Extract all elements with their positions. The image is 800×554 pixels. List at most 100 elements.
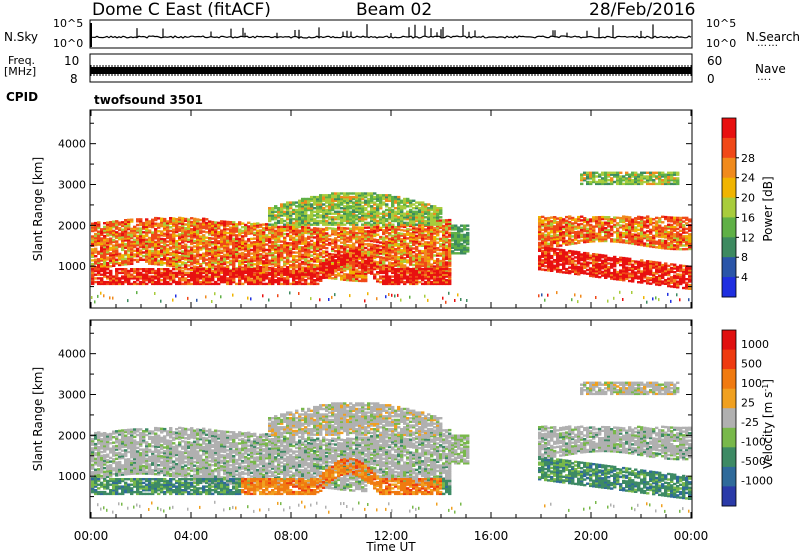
echo-cell: [412, 271, 416, 275]
echo-cell: [118, 268, 122, 271]
echo-cell: [433, 248, 437, 252]
echo-cell: [358, 219, 362, 223]
echo-cell: [274, 251, 278, 255]
echo-cell: [148, 220, 152, 223]
echo-cell: [370, 252, 374, 255]
echo-dot: [310, 297, 312, 301]
freq-label-2: [MHz]: [4, 65, 37, 78]
echo-cell: [343, 236, 347, 239]
echo-cell: [430, 265, 434, 268]
echo-cell: [109, 246, 113, 250]
echo-cell: [244, 268, 248, 271]
echo-cell: [295, 269, 299, 273]
echo-cell: [391, 247, 395, 250]
echo-cell: [280, 214, 284, 217]
echo-cell: [97, 223, 101, 226]
echo-cell: [235, 259, 239, 263]
echo-cell: [262, 251, 266, 254]
echo-cell: [226, 268, 230, 271]
echo-cell: [181, 237, 185, 240]
echo-cell: [184, 238, 188, 241]
echo-cell: [445, 265, 449, 268]
echo-cell: [226, 264, 230, 268]
echo-cell: [277, 210, 281, 213]
echo-cell: [139, 234, 143, 238]
echo-cell: [298, 201, 302, 204]
echo-cell: [244, 256, 248, 260]
echo-cell: [385, 214, 389, 217]
echo-cell: [550, 225, 554, 228]
echo-cell: [409, 212, 413, 215]
echo-cell: [340, 228, 344, 231]
echo-cell: [547, 233, 551, 236]
echo-cell: [196, 268, 200, 271]
echo-cell: [169, 271, 173, 275]
echo-cell: [391, 258, 395, 261]
echo-cell: [274, 271, 278, 275]
echo-cell: [550, 265, 554, 269]
echo-cell: [325, 234, 329, 237]
echo-cell: [331, 265, 335, 268]
echo-cell: [289, 218, 293, 221]
echo-cell: [406, 237, 410, 240]
echo-cell: [352, 272, 356, 275]
echo-cell: [349, 271, 353, 275]
echo-cell: [358, 274, 362, 277]
echo-cell: [205, 249, 209, 252]
echo-cell: [301, 268, 305, 271]
echo-cell: [235, 241, 239, 244]
echo-cell: [409, 228, 413, 231]
echo-cell: [382, 236, 386, 239]
echo-cell: [454, 242, 458, 246]
nsky-line: [90, 24, 692, 40]
echo-cell: [310, 243, 314, 246]
echo-cell: [388, 194, 392, 197]
echo-cell: [211, 237, 215, 240]
echo-cell: [160, 268, 164, 271]
echo-cell: [421, 261, 425, 264]
echo-cell: [235, 248, 239, 252]
echo-cell: [259, 240, 263, 243]
echo-cell: [460, 244, 464, 248]
echo-cell: [283, 214, 287, 217]
echo-cell: [370, 194, 374, 197]
echo-cell: [163, 271, 167, 275]
echo-cell: [124, 277, 128, 280]
echo-cell: [142, 273, 146, 276]
echo-cell: [550, 221, 554, 225]
echo-cell: [322, 274, 326, 278]
echo-cell: [331, 229, 335, 232]
echo-cell: [319, 264, 323, 268]
echo-cell: [214, 282, 218, 286]
echo-cell: [409, 203, 413, 206]
echo-cell: [550, 238, 554, 241]
echo-cell: [439, 263, 443, 266]
echo-cell: [112, 248, 116, 251]
echo-cell: [160, 250, 164, 253]
echo-cell: [343, 243, 347, 247]
echo-cell: [178, 227, 182, 231]
echo-cell: [226, 250, 230, 253]
echo-cell: [277, 212, 281, 215]
echo-cell: [412, 254, 416, 257]
echo-cell: [355, 205, 359, 208]
echo-cell: [100, 277, 104, 280]
echo-cell: [136, 244, 140, 247]
echo-cell: [427, 245, 431, 248]
echo-cell: [172, 271, 176, 275]
echo-cell: [256, 275, 260, 278]
echo-cell: [415, 201, 419, 204]
echo-cell: [157, 282, 161, 286]
echo-cell: [136, 279, 140, 282]
echo-cell: [388, 252, 392, 255]
echo-cell: [442, 232, 446, 235]
echo-cell: [118, 236, 122, 239]
echo-cell: [448, 253, 452, 257]
echo-cell: [265, 243, 269, 246]
echo-cell: [550, 264, 554, 267]
echo-cell: [373, 203, 377, 206]
echo-cell: [193, 279, 197, 282]
freq-trace-ticks: [90, 65, 692, 76]
echo-cell: [385, 264, 389, 267]
echo-cell: [310, 216, 314, 219]
